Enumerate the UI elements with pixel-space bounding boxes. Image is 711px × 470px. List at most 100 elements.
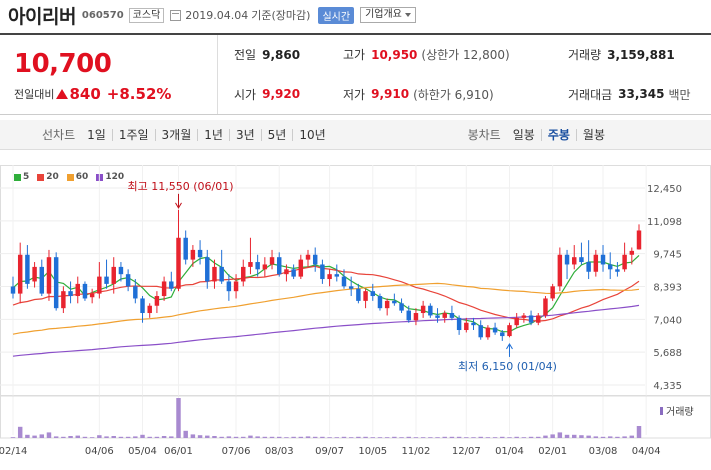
stat-label: 시가 bbox=[234, 87, 257, 102]
stock-name: 아이리버 bbox=[8, 5, 76, 28]
volume-bar bbox=[363, 436, 368, 438]
chart-period-tabs: 선차트 1일 1주일 3개월 1년 3년 5년 10년 봉차트 일봉 주봉 월봉 bbox=[0, 120, 711, 150]
x-tick-label: 04/04 bbox=[632, 446, 661, 457]
candle-body bbox=[161, 281, 167, 297]
tab-candle_periods-0[interactable]: 일봉 bbox=[512, 127, 535, 142]
candle-body bbox=[147, 305, 152, 314]
candle-body bbox=[456, 317, 462, 331]
low-annotation: 최저 6,150 (01/04) bbox=[458, 360, 557, 373]
volume-bar bbox=[536, 436, 541, 438]
candle-body bbox=[492, 327, 498, 333]
stock-chart: 12,450 11,098 9,745 8,393 7,040 5,688 4,335 최고 … bbox=[0, 165, 711, 457]
volume-bar bbox=[190, 434, 196, 438]
realtime-button[interactable]: 실시간 bbox=[318, 6, 355, 24]
candle-body bbox=[25, 254, 30, 284]
candle-body bbox=[478, 325, 483, 338]
candle-body bbox=[197, 249, 203, 258]
volume-bar bbox=[291, 436, 296, 438]
candle-body bbox=[593, 254, 599, 272]
candle-body bbox=[435, 315, 440, 318]
stat-label: 거래대금 bbox=[568, 87, 613, 102]
volume-bar bbox=[140, 434, 145, 438]
volume-bar bbox=[485, 437, 491, 438]
ma-line-60 bbox=[12, 282, 640, 335]
x-tick-label: 09/07 bbox=[315, 446, 344, 457]
tab-candle_periods-1[interactable]: 주봉 bbox=[540, 128, 576, 141]
tab-line_periods-2[interactable]: 3개월 bbox=[154, 128, 198, 141]
candle-body bbox=[442, 313, 447, 318]
candle-body bbox=[572, 257, 577, 265]
candle-body bbox=[133, 286, 138, 299]
stat-5: 거래대금 33,345 백만 bbox=[568, 75, 711, 115]
volume-bar bbox=[377, 437, 383, 438]
legend-label: 20 bbox=[46, 172, 59, 182]
stat-4: 저가 9,910 (하한가 6,910) bbox=[343, 75, 568, 115]
company-info-dropdown[interactable]: 기업개요 bbox=[360, 7, 416, 23]
candle-body bbox=[298, 259, 304, 277]
candle-body bbox=[348, 286, 354, 289]
tab-line_periods-6[interactable]: 10년 bbox=[292, 128, 331, 141]
x-tick-label: 03/08 bbox=[589, 446, 618, 457]
candle-body bbox=[420, 305, 426, 314]
tab-candle_periods-2[interactable]: 월봉 bbox=[575, 128, 611, 141]
candle-body bbox=[521, 315, 527, 318]
volume-bar bbox=[197, 435, 203, 438]
volume-bar bbox=[39, 434, 45, 438]
candle-body bbox=[140, 298, 145, 314]
change-percent: +8.52% bbox=[106, 85, 172, 103]
candle-body bbox=[356, 288, 361, 301]
volume-bar bbox=[276, 436, 282, 438]
x-tick-label: 02/14 bbox=[0, 446, 27, 457]
tab-line_periods-0[interactable]: 1일 bbox=[87, 127, 106, 142]
candle-body bbox=[32, 266, 37, 282]
tab-line_periods-4[interactable]: 3년 bbox=[228, 128, 261, 141]
candle-body bbox=[312, 254, 318, 265]
legend-ma-5: 5 bbox=[14, 172, 29, 182]
volume-bar bbox=[435, 437, 440, 438]
x-tick-label: 10/05 bbox=[358, 446, 387, 457]
volume-bar bbox=[420, 437, 426, 438]
candle-body bbox=[284, 269, 289, 275]
candle-body bbox=[276, 257, 282, 275]
tab-line_periods-3[interactable]: 1년 bbox=[197, 128, 229, 141]
low-arrow-head bbox=[506, 342, 513, 350]
volume-bar bbox=[262, 436, 268, 438]
x-tick-label: 01/04 bbox=[495, 446, 524, 457]
stat-value: 9,920 bbox=[262, 87, 301, 102]
candle-body bbox=[154, 296, 160, 306]
volume-bar bbox=[269, 436, 275, 438]
x-tick-label: 02/01 bbox=[538, 446, 567, 457]
volume-bar bbox=[550, 434, 555, 438]
volume-bar bbox=[226, 436, 232, 438]
volume-bar bbox=[10, 437, 16, 438]
volume-bar bbox=[75, 435, 80, 438]
stock-header: 아이리버 060570 코스닥 2019.04.04 기준(장마감) 실시간 기… bbox=[0, 0, 711, 30]
company-info-label: 기업개요 bbox=[365, 9, 402, 20]
ma-line-20 bbox=[12, 265, 640, 322]
high-arrow-head bbox=[175, 202, 182, 209]
volume-bar bbox=[68, 436, 73, 438]
candle-body bbox=[183, 237, 188, 260]
volume-bar bbox=[456, 436, 462, 438]
stat-value: 3,159,881 bbox=[607, 47, 675, 62]
tab-line_periods-1[interactable]: 1주일 bbox=[111, 128, 155, 141]
candle-body bbox=[82, 283, 88, 299]
candle-body bbox=[169, 281, 174, 289]
candle-body bbox=[75, 283, 80, 297]
volume-panel-frame bbox=[0, 395, 711, 439]
tab-line_periods-5[interactable]: 5년 bbox=[260, 128, 293, 141]
candle-body bbox=[320, 264, 325, 280]
change-label: 전일대비 bbox=[14, 88, 55, 101]
volume-bar bbox=[82, 436, 88, 438]
volume-bar bbox=[104, 436, 109, 438]
stat-sub: (상한가 12,800) bbox=[421, 48, 510, 63]
volume-legend-label: 거래량 bbox=[666, 406, 694, 418]
quote-summary: 10,700 전일대비 840 +8.52% 전일 9,860 고가 10,950 (상… bbox=[0, 33, 711, 115]
volume-bar bbox=[579, 435, 584, 438]
volume-bar bbox=[169, 436, 174, 438]
x-tick-label: 11/02 bbox=[402, 446, 431, 457]
volume-bar bbox=[111, 436, 116, 438]
candle-body bbox=[399, 303, 404, 311]
volume-bar bbox=[600, 436, 606, 438]
volume-bar bbox=[17, 426, 23, 438]
